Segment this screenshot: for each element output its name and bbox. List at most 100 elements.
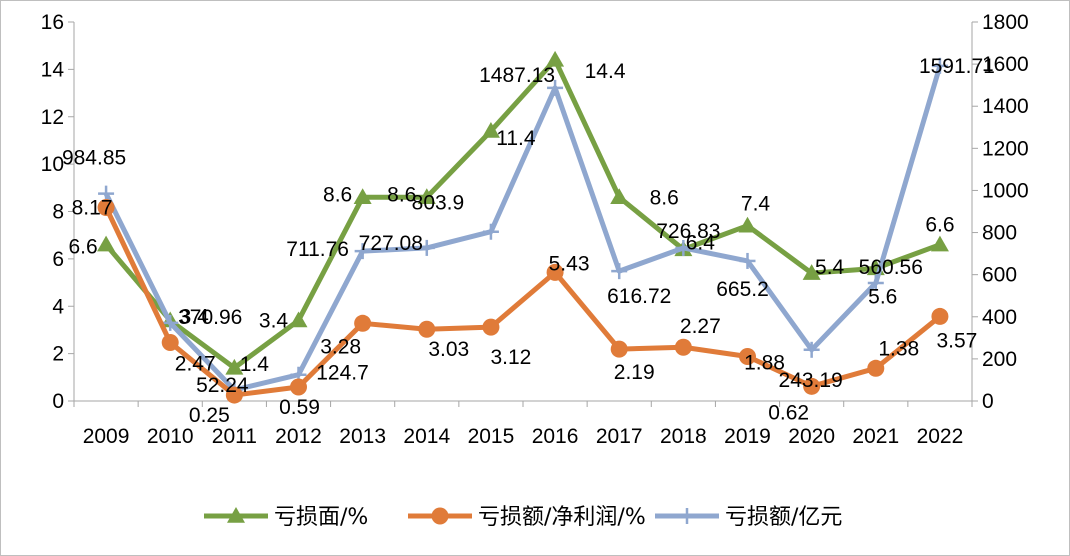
x-tick-label: 2014 [403,425,450,448]
series-line [103,206,942,398]
circle-marker [354,314,372,332]
circle-marker [803,377,821,395]
circle-marker [97,198,115,216]
data-label: 14.4 [585,60,626,83]
data-label: 803.9 [412,192,465,215]
circle-marker [931,307,949,325]
circle-marker [418,320,436,338]
data-label: 1487.13 [479,64,555,87]
data-label: 727.08 [359,232,423,255]
y-right-tick-label: 600 [982,264,1017,287]
circle-marker [546,263,564,281]
data-label: 5.4 [815,256,845,279]
legend-label: 亏损面/% [274,505,368,530]
data-label: 726.83 [656,220,720,243]
y-right-tick-label: 1000 [982,179,1029,202]
circle-marker [290,378,307,396]
x-tick-label: 2015 [468,425,515,448]
data-label: 0.25 [189,404,230,427]
data-label: 7.4 [741,193,771,216]
data-label: 616.72 [607,285,671,308]
triangle-marker [481,121,500,138]
series-line [104,57,941,371]
circle-marker [739,347,756,365]
data-label: 2.27 [680,315,721,338]
y-right-tick-label: 400 [982,306,1017,329]
y-left-tick-label: 4 [52,295,64,318]
data-label: 0.62 [768,401,809,424]
axes: 0 2 4 6 8 10 12 14 16 0 200 400 600 800 1000 1200 1400 16… [41,11,1029,448]
circle-marker [867,359,885,377]
y-right-tick-label: 200 [982,348,1017,371]
y-left-tick-label: 0 [52,390,64,413]
legend-item: 亏损额/亿元 [655,505,842,530]
data-label: 52.24 [196,374,249,397]
data-label: 2.19 [614,361,655,384]
y-left-tick-label: 14 [41,58,65,81]
data-label: 1591.71 [919,55,995,78]
data-label: 0.59 [279,396,320,419]
triangle-marker [417,188,436,205]
y-right-tick-label: 1400 [982,95,1029,118]
data-label: 8.6 [387,183,416,206]
y-right-tick-label: 800 [982,222,1017,245]
data-label: 124.7 [316,362,369,385]
x-tick-label: 2019 [724,425,771,448]
legend-label: 亏损额/亿元 [725,505,842,530]
x-tick-label: 2012 [275,425,322,448]
y-left-tick-label: 6 [52,248,64,271]
y-right-tick-label: 1200 [982,137,1029,160]
data-label: 8.6 [323,183,352,206]
legend: 亏损面/% 亏损额/净利润/% 亏损额/亿元 [204,505,842,530]
triangle-marker [97,235,116,252]
y-left-tick-label: 16 [41,11,64,34]
data-label: 1.38 [878,337,919,360]
triangle-marker [225,358,244,375]
x-tick-label: 2009 [83,425,130,448]
data-label: 2.47 [175,352,216,375]
series-line [103,65,943,393]
data-label: 5.43 [549,252,590,275]
triangle-marker [738,216,757,233]
y-right-tick-label: 0 [982,390,994,413]
data-label: 6.6 [925,214,954,237]
circle-marker [482,318,500,336]
circle-marker [431,507,449,525]
circle-marker [674,338,692,356]
data-label: 370.96 [178,306,242,329]
y-left-tick-label: 12 [41,106,64,129]
data-label: 8.6 [650,186,679,209]
x-tick-label: 2016 [532,425,579,448]
x-tick-label: 2020 [788,425,835,448]
data-label: 6.6 [68,236,97,259]
data-label: 243.19 [779,369,843,392]
circle-marker [161,333,179,351]
legend-item: 亏损面/% [204,505,368,530]
y-right-tick-label: 1800 [982,11,1029,34]
data-label: 11.4 [496,127,536,150]
triangle-marker [227,507,245,523]
x-tick-label: 2018 [660,425,707,448]
triangle-marker [353,188,372,205]
data-label: 1.88 [744,351,785,374]
data-label: 3.28 [320,335,361,358]
y-right-tick-label: 1600 [982,53,1029,76]
data-label: 3.4 [180,305,210,328]
y-left-tick-label: 8 [52,201,64,224]
y-left-tick-label: 10 [41,153,64,176]
data-label: 5.6 [868,285,897,308]
data-labels: 6.6 3.4 1.4 3.4 8.6 8.6 11.4 14.4 8.6 6.4 7.4 5.4 5.… [62,55,995,427]
data-label: 8.17 [72,196,113,219]
x-tick-label: 2022 [917,425,964,448]
x-tick-label: 2011 [212,425,257,448]
data-label: 3.4 [259,309,289,332]
x-tick-label: 2017 [596,425,643,448]
legend-label: 亏损额/净利润/% [478,505,646,530]
x-tick-label: 2010 [147,425,194,448]
x-tick-label: 2013 [339,425,386,448]
data-label: 711.76 [286,238,349,261]
x-tick-label: 2021 [852,425,899,448]
data-label: 3.57 [936,329,977,352]
